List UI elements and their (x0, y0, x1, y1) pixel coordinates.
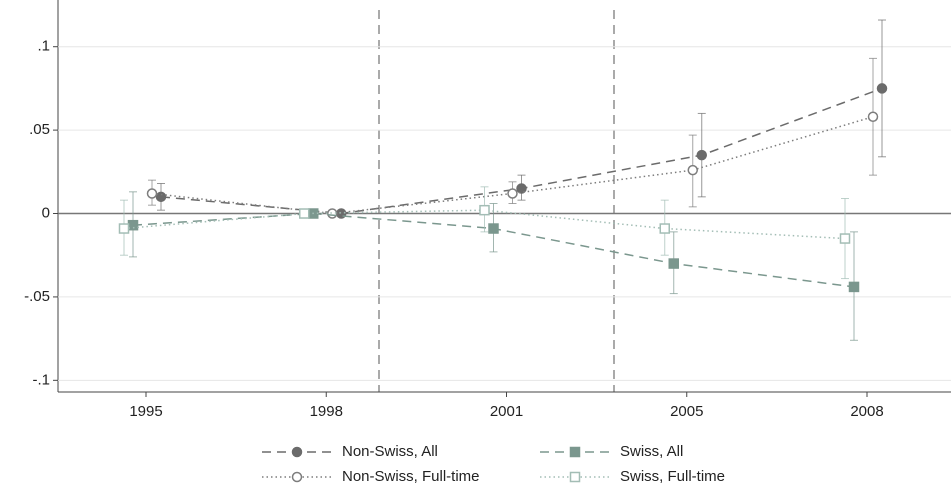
data-point (876, 83, 888, 94)
data-point (155, 191, 167, 203)
data-point (146, 188, 158, 199)
legend-label: Non-Swiss, Full-time (342, 468, 480, 485)
x-tick-label: 2001 (490, 403, 523, 420)
x-tick-label: 2005 (670, 403, 703, 420)
legend-marker (569, 446, 581, 458)
data-point (687, 164, 698, 176)
legend-marker (569, 471, 581, 483)
data-point (479, 204, 490, 216)
data-point (668, 258, 679, 269)
data-point (118, 223, 130, 234)
data-point (659, 223, 670, 234)
legend-label: Swiss, All (620, 443, 683, 460)
legend-marker (291, 446, 303, 458)
y-tick-label: -.1 (32, 371, 50, 388)
data-point (507, 188, 518, 199)
data-point (516, 183, 527, 194)
y-tick-label: 0 (42, 204, 50, 221)
x-tick-label: 1998 (310, 403, 343, 420)
data-point (848, 281, 860, 293)
legend-label: Non-Swiss, All (342, 443, 438, 460)
data-point (839, 233, 851, 244)
legend-label: Swiss, Full-time (620, 468, 725, 485)
data-point (867, 111, 879, 123)
data-point (696, 149, 707, 161)
y-tick-label: .1 (37, 38, 50, 55)
legend-marker (291, 471, 303, 483)
data-point (299, 208, 310, 219)
x-tick-label: 2008 (850, 403, 883, 420)
y-tick-label: -.05 (24, 288, 50, 305)
x-tick-label: 1995 (129, 403, 162, 420)
data-point (488, 223, 499, 234)
y-tick-label: .05 (29, 121, 50, 138)
